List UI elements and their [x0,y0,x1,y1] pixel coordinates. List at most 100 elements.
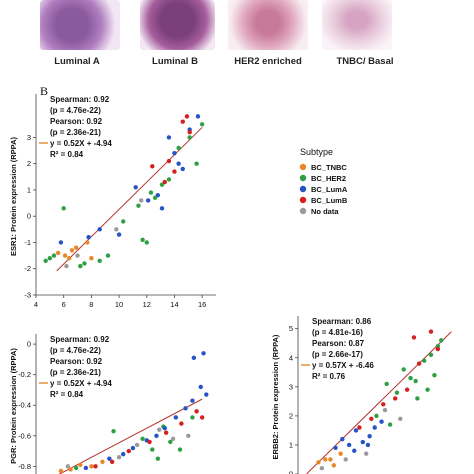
chart1-point-bc-luma [176,161,181,166]
chart1-point-bc-her2 [78,263,83,269]
chart2-point-bc-luma [130,445,136,451]
chart3-fit-line [306,331,452,474]
chart2-point-bc-luma [173,415,179,420]
chart3-point-bc-lumb [404,387,410,392]
chart2-annotation: (p = 4.76e-22) [50,346,101,355]
chart1-point-bc-luma [166,135,172,140]
chart1-point-no-data [139,198,144,203]
chart3-y-tick-label: 0 [289,470,293,474]
chart3-point-bc-luma [379,419,384,424]
chart2-point-bc-luma [162,425,167,431]
chart1-point-bc-tnbc [69,248,75,253]
chart2-point-bc-tnbc [58,468,64,474]
chart2-point-bc-tnbc [78,462,83,468]
chart1-point-bc-her2 [159,182,165,187]
tissue-image-luminal-b [140,0,215,50]
chart3-point-bc-lumb [428,329,434,334]
chart2-point-no-data [116,454,122,460]
chart1-point-bc-her2 [199,122,205,127]
chart2-point-bc-luma [121,451,126,457]
chart1-y-tick-label: 2 [27,159,31,168]
chart1-y-tick-label: -1 [24,238,31,247]
tissue-image-luminal-a [40,0,120,50]
chart2-point-bc-tnbc [68,467,73,472]
chart1-point-bc-tnbc [85,240,90,245]
chart2-point-bc-lumb [147,439,152,445]
chart2-point-bc-lumb [126,448,131,454]
chart2-fit-line [58,398,203,474]
chart3-point-no-data [364,451,369,456]
chart3-point-bc-luma [372,425,377,430]
legend-swatch-bc-luma [299,185,307,193]
legend-label-bc-lumb: BC_LumB [311,196,348,205]
chart2-point-bc-luma [204,392,209,397]
chart3-point-no-data [382,407,388,413]
legend-swatch-bc-her2 [299,174,307,182]
chart1-point-bc-tnbc [62,253,68,258]
chart2-point-bc-lumb [109,459,115,464]
chart1-point-bc-luma [133,185,138,190]
chart1-point-bc-luma [172,150,177,156]
chart1-x-tick-label: 12 [143,300,151,309]
chart1-y-axis-label: ESR1: Protein expression (RPPA) [9,136,18,256]
chart1-y-tick-label: 3 [27,133,31,142]
chart2-point-bc-her2 [140,436,145,442]
chart1-point-no-data [114,227,119,232]
chart1-point-bc-her2 [176,145,181,151]
chart1-x-tick-label: 8 [89,300,93,309]
chart3-point-bc-tnbc [331,463,337,468]
legend-swatch-no-data [299,207,307,215]
chart3-point-no-data [343,457,348,462]
chart1-x-tick-label: 6 [62,300,66,309]
chart1-point-bc-her2 [82,261,87,266]
chart2-point-bc-luma [83,465,89,471]
chart2-point-bc-luma [190,398,195,403]
chart2-point-bc-lumb [179,421,184,426]
chart3-point-bc-luma [333,445,338,451]
chart3-point-bc-luma [346,442,352,448]
chart1-point-bc-luma [97,227,102,232]
legend-swatch-bc-lumb [299,196,307,204]
chart3-point-bc-her2 [387,422,393,427]
chart1-y-tick-label: 1 [27,185,31,194]
chart3-annotation: Spearman: 0.86 [312,317,372,326]
chart1-y-tick-label: -2 [24,264,31,273]
chart3-point-bc-her2 [425,387,430,392]
legend-title: Subtype [300,147,333,157]
chart3-y-tick-label: 5 [289,324,293,333]
legend-label-no-data: No data [311,207,339,216]
chart3-y-tick-label: 4 [289,353,293,362]
chart1-point-bc-her2 [61,206,66,211]
label-her2-enriched: HER2 enriched [234,56,302,67]
chart1-x-tick-label: 10 [115,300,123,309]
chart2-point-bc-luma [107,456,112,461]
chart2-y-tick-label: 0 [27,340,31,349]
chart1-point-bc-luma [180,166,185,172]
chart2-point-bc-lumb [199,415,205,420]
chart3-point-bc-her2 [439,338,444,343]
chart1-point-bc-tnbc [73,245,79,250]
chart2-point-no-data [157,427,162,432]
chart1-point-bc-luma [145,198,151,203]
chart3-point-bc-her2 [408,375,413,381]
chart2-point-bc-her2 [168,439,173,445]
chart2-point-bc-luma [154,433,159,438]
chart2-point-bc-her2 [150,447,155,452]
chart3-annotation: (p = 2.66e-17) [312,350,363,359]
chart3-point-bc-her2 [413,378,418,384]
chart3-point-bc-lumb [357,425,362,430]
chart1-fit-line [56,127,203,272]
chart2-point-no-data [65,464,71,469]
chart2-y-tick-label: -0.2 [18,370,31,379]
chart1-x-tick-label: 16 [198,300,206,309]
label-tnbc-basal: TNBC/ Basal [336,56,394,67]
chart1-point-bc-lumb [172,169,177,174]
chart2-annotation: Pearson: 0.92 [50,357,103,366]
chart2-point-bc-lumb [194,409,199,414]
chart1-y-tick-label: 0 [27,212,31,221]
chart2-point-bc-tnbc [89,464,94,469]
chart1-point-bc-her2 [136,203,141,208]
chart3-point-bc-lumb [381,402,386,407]
chart3-point-bc-luma [353,428,359,433]
